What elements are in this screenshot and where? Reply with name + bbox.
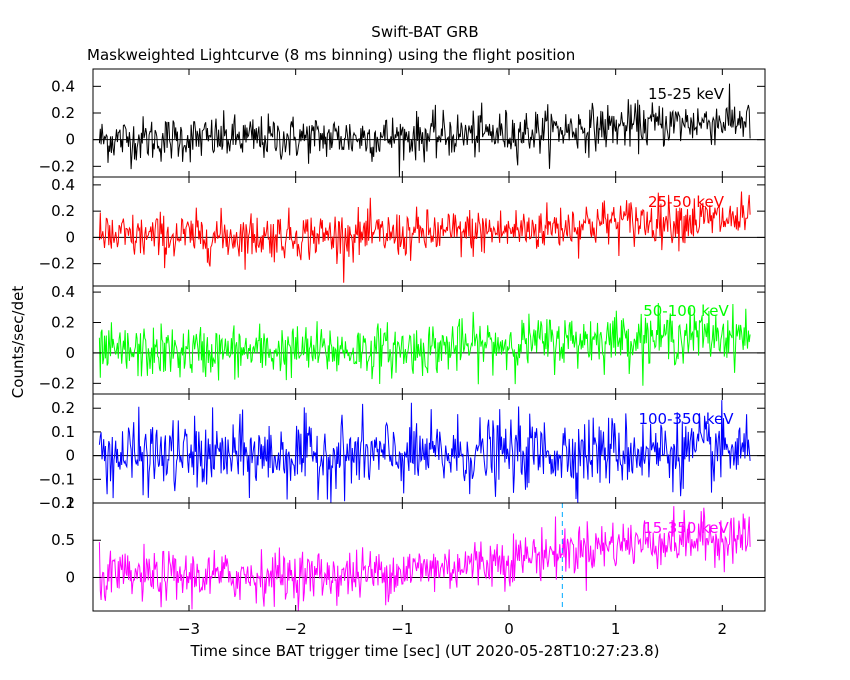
y-tick-label: 1 (65, 494, 75, 512)
y-tick-label: −0.2 (39, 255, 75, 273)
y-tick-label: 0.1 (51, 423, 75, 441)
y-tick-label: 0.2 (51, 202, 75, 220)
y-tick-label: 0 (65, 131, 75, 149)
lightcurve-series (98, 302, 751, 386)
panel-frame (92, 502, 766, 612)
band-label: 15-25 keV (648, 85, 725, 103)
x-tick-label: −2 (285, 620, 307, 638)
x-axis-label: Time since BAT trigger time [sec] (UT 20… (190, 642, 660, 660)
y-tick-label: 0.2 (51, 399, 75, 417)
lightcurve-series (98, 83, 751, 177)
panel-3: 50-100 keV −0.2 0 0.2 0.4 (39, 283, 766, 395)
y-tick-label: −0.2 (39, 494, 75, 512)
band-label: 50-100 keV (643, 302, 729, 320)
x-tick-label: 2 (718, 620, 728, 638)
lightcurve-series (98, 400, 751, 504)
chart-title: Swift-BAT GRB (371, 23, 478, 41)
panels: 15-25 keV −0.2 0 0.2 0.4 25-50 keV −0.2 0 0.2 0.4… (39, 68, 766, 638)
y-tick-label: 0.5 (51, 531, 75, 549)
x-tick-label: 0 (504, 620, 514, 638)
y-tick-label: 0.4 (51, 283, 75, 301)
y-tick-label: −0.2 (39, 157, 75, 175)
x-tick-label: −3 (178, 620, 200, 638)
y-tick-label: 0.4 (51, 176, 75, 194)
panel-2: 25-50 keV −0.2 0 0.2 0.4 (39, 176, 766, 287)
band-label: 15-350 keV (643, 519, 729, 537)
y-axis-label: Counts/sec/det (9, 286, 27, 399)
y-tick-label: 0 (65, 568, 75, 586)
panel-4: 100-350 keV −0.2 −0.1 0 0.1 0.2 (39, 393, 766, 512)
panel-1: 15-25 keV −0.2 0 0.2 0.4 (39, 68, 766, 178)
y-tick-label: 0 (65, 344, 75, 362)
band-label: 100-350 keV (638, 410, 734, 428)
y-tick-label: 0.2 (51, 104, 75, 122)
x-tick-label: −1 (391, 620, 413, 638)
y-tick-label: −0.1 (39, 470, 75, 488)
y-tick-label: 0 (65, 447, 75, 465)
lightcurve-series (98, 506, 751, 612)
chart-subtitle: Maskweighted Lightcurve (8 ms binning) u… (87, 46, 575, 64)
y-tick-label: 0.2 (51, 314, 75, 332)
y-tick-label: −0.2 (39, 374, 75, 392)
x-tick-label: 1 (611, 620, 621, 638)
y-tick-label: 0 (65, 228, 75, 246)
panel-5: 15-350 keV 0 0.5 1 (51, 494, 766, 612)
lightcurve-series (98, 191, 751, 283)
y-tick-label: 0.4 (51, 77, 75, 95)
band-label: 25-50 keV (648, 193, 725, 211)
